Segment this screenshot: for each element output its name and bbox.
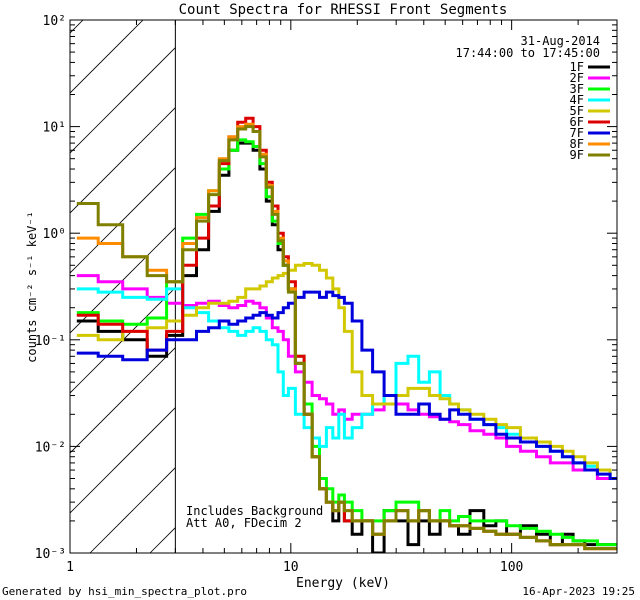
hatch-line [70,107,176,214]
legend-label-7F: 7F [570,126,584,140]
y-tick-label-1e-1: 10⁻¹ [35,334,66,349]
series-line-4F [76,287,617,480]
annotation-attenuator: Att A0, FDecim 2 [186,516,302,530]
chart-title: Count Spectra for RHESSI Front Segments [179,2,508,18]
series-line-8F [76,122,617,551]
hatch-line [70,407,176,514]
hatch-line [70,20,84,34]
legend-label-6F: 6F [570,115,584,129]
x-axis-label: Energy (keV) [296,576,390,591]
legend-label-3F: 3F [570,82,584,96]
hatch-line [149,527,176,553]
legend-label-2F: 2F [570,71,584,85]
x-tick-label-1: 1 [66,560,74,575]
time-range-label: 17:44:00 to 17:45:00 [456,46,601,60]
y-tick-label-1e2: 10² [43,14,66,29]
x-tick-label-10: 10 [283,560,299,575]
series-layer [76,116,617,553]
legend-label-5F: 5F [570,104,584,118]
legend-label-4F: 4F [570,93,584,107]
x-tick-labels: 1 10 100 [66,560,523,575]
hatch-line [70,47,176,154]
legend-label-8F: 8F [570,137,584,151]
footer-timestamp: 16-Apr-2023 19:25 [522,585,635,598]
date-label: 31-Aug-2014 [521,34,600,48]
series-line-7F [76,290,617,480]
hatch-line [70,287,176,394]
y-tick-labels: 10⁻³ 10⁻² 10⁻¹ 10⁰ 10¹ 10² [35,14,66,562]
x-tick-label-100: 100 [500,560,523,575]
series-line-1F [76,141,617,553]
hatch-line [70,167,176,274]
footer-generated-by: Generated by hsi_min_spectra_plot.pro [2,585,247,598]
series-line-2F [76,274,617,480]
hatch-line [70,347,176,454]
annotation-background: Includes Background [186,504,323,518]
series-line-9F [76,125,617,551]
y-tick-label-1e0: 10⁰ [43,227,66,242]
legend-label-1F: 1F [570,60,584,74]
y-tick-label-1e1: 10¹ [43,121,66,136]
hatch-line [70,20,144,94]
axis-ticks [69,20,618,554]
y-tick-label-1e-3: 10⁻³ [35,547,66,562]
legend-label-9F: 9F [570,148,584,162]
y-tick-label-1e-2: 10⁻² [35,440,66,455]
plot-frame [69,19,618,554]
y-axis-label: counts cm⁻² s⁻¹ keV⁻¹ [25,211,39,363]
